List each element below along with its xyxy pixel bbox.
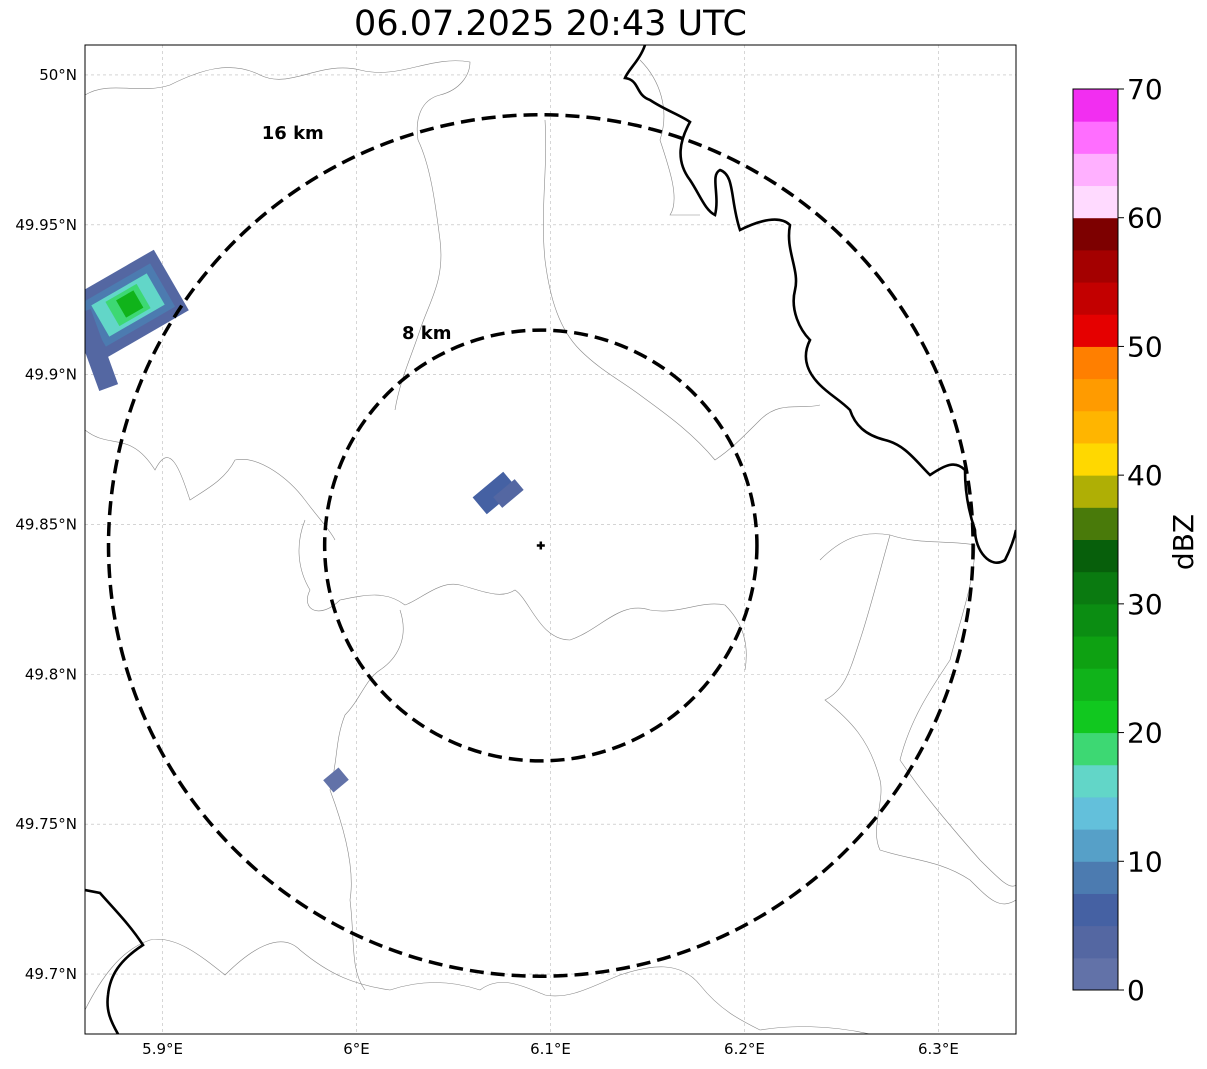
colorbar-tick-label: 50: [1127, 330, 1163, 363]
colorbar-segment: [1073, 249, 1118, 283]
boundary-line: [329, 609, 404, 991]
colorbar-tick-label: 0: [1127, 974, 1145, 1007]
colorbar-tick-label: 70: [1127, 73, 1163, 106]
gridlines: [85, 45, 1016, 1034]
y-tick-label: 50°N: [39, 66, 77, 84]
boundary-line: [85, 60, 471, 141]
colorbar-segment: [1073, 764, 1118, 798]
colorbar-segment: [1073, 861, 1118, 894]
colorbar-segment: [1073, 442, 1118, 476]
colorbar-segment: [1073, 636, 1118, 669]
colorbar-segment: [1073, 346, 1118, 380]
colorbar-segment: [1073, 121, 1118, 154]
boundary-line: [298, 519, 747, 671]
colorbar-segment: [1073, 378, 1118, 412]
colorbar-tick-label: 60: [1127, 202, 1163, 235]
y-tick-label: 49.75°N: [15, 815, 77, 833]
y-tick-label: 49.8°N: [25, 665, 77, 683]
colorbar-segment: [1073, 475, 1118, 508]
y-tick-label: 49.85°N: [15, 516, 77, 534]
echo-cell: [323, 767, 349, 793]
colorbar-segment: [1073, 539, 1118, 573]
colorbar-label: dBZ: [1167, 514, 1200, 570]
y-tick-label: 49.95°N: [15, 216, 77, 234]
map-title: 06.07.2025 20:43 UTC: [354, 4, 747, 44]
colorbar-tick-label: 30: [1127, 588, 1163, 621]
colorbar-segment: [1073, 829, 1118, 862]
colorbar-segment: [1073, 217, 1118, 251]
colorbar-segment: [1073, 925, 1118, 959]
colorbar-segment: [1073, 603, 1118, 637]
boundary-line: [824, 534, 1016, 905]
colorbar-segment: [1073, 893, 1118, 927]
x-tick-label: 6.1°E: [530, 1040, 571, 1058]
x-tick-label: 6.2°E: [724, 1040, 765, 1058]
x-tick-label: 6°E: [343, 1040, 370, 1058]
y-axis-ticks: 50°N 49.95°N 49.9°N 49.85°N 49.8°N 49.75°N 49.…: [15, 66, 77, 983]
colorbar-segment: [1073, 185, 1118, 219]
colorbar-segment: [1073, 796, 1118, 830]
colorbar-segment: [1073, 89, 1118, 122]
boundary-line: [543, 119, 821, 461]
colorbar-segment: [1073, 957, 1118, 991]
border-line: [85, 888, 145, 1034]
range-ring-label: 16 km: [262, 123, 324, 144]
colorbar-segment: [1073, 153, 1118, 187]
echo-cell: [472, 471, 518, 515]
colorbar-tick-label: 40: [1127, 459, 1163, 492]
boundary-line: [85, 938, 701, 1011]
colorbar-tick-label: 10: [1127, 845, 1163, 878]
x-axis-ticks: 5.9°E 6°E 6.1°E 6.2°E 6.3°E: [142, 1040, 959, 1058]
range-ring-label: 8 km: [402, 323, 452, 344]
x-tick-label: 6.3°E: [918, 1040, 959, 1058]
colorbar-segment: [1073, 410, 1118, 444]
range-ring: [106, 112, 975, 978]
admin-boundaries: [85, 59, 1016, 1034]
echo-cell: [116, 290, 144, 318]
boundary-line: [85, 429, 336, 541]
range-ring: [322, 328, 759, 763]
x-tick-label: 5.9°E: [142, 1040, 183, 1058]
colorbar-frame: [1072, 88, 1119, 991]
range-rings: 8 km 16 km: [106, 112, 975, 978]
colorbar-segment: [1073, 314, 1118, 347]
y-tick-label: 49.9°N: [25, 366, 77, 384]
colorbar-segment: [1073, 571, 1118, 605]
boundary-line: [394, 139, 442, 411]
colorbar: 0 10 20 30 40 50 60 70 dBZ: [1072, 73, 1200, 1007]
echo-cell: [493, 479, 524, 508]
radar-site-marker: [536, 541, 545, 550]
colorbar-segment: [1073, 282, 1118, 315]
boundary-line: [639, 59, 700, 216]
colorbar-segment: [1073, 700, 1118, 734]
echo-cell: [85, 308, 119, 392]
y-tick-label: 49.7°N: [25, 965, 77, 983]
plot-frame: [84, 44, 1017, 1035]
colorbar-segment: [1073, 732, 1118, 766]
colorbar-segment: [1073, 668, 1118, 701]
boundary-line: [699, 984, 871, 1034]
colorbar-segment: [1073, 507, 1118, 540]
reflectivity-echoes: [85, 249, 524, 793]
plot-area: 8 km 16 km: [85, 45, 1016, 1034]
colorbar-tick-label: 20: [1127, 717, 1163, 750]
